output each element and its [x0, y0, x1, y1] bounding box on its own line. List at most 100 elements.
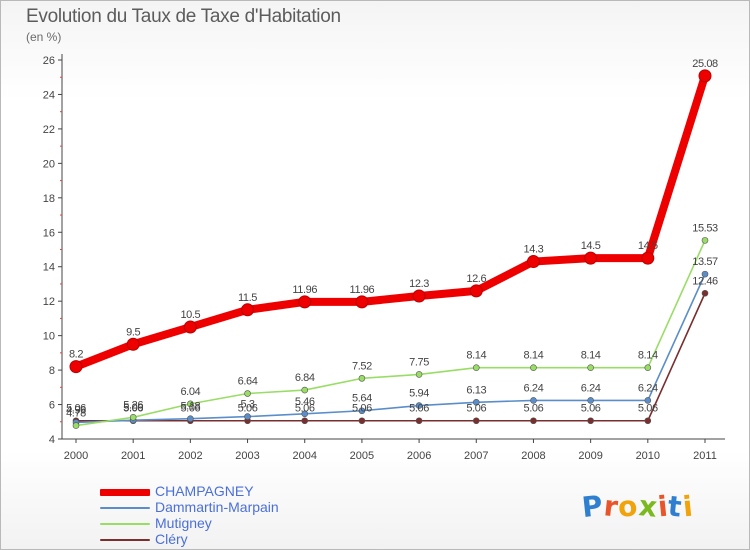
data-point	[301, 386, 309, 394]
data-label: 5.26	[123, 399, 143, 411]
series-line	[75, 292, 706, 422]
data-label: 6.24	[638, 382, 658, 394]
legend-label: Mutigney	[155, 515, 212, 531]
data-label: 13.57	[692, 256, 718, 268]
x-tick-label: 2000	[64, 450, 88, 462]
data-point	[530, 364, 537, 371]
data-point	[358, 375, 366, 382]
series-line	[75, 239, 706, 427]
data-point	[472, 399, 480, 406]
data-point	[472, 364, 480, 371]
data-point	[244, 390, 251, 397]
data-label: 4.96	[66, 404, 86, 416]
data-label: 6.04	[180, 386, 200, 398]
data-point	[469, 284, 483, 298]
logo-letter: i	[680, 489, 695, 524]
legend-swatch	[100, 523, 150, 525]
legend-swatch	[100, 539, 150, 541]
y-tick-label: 24	[43, 89, 55, 101]
data-label: 14.3	[524, 244, 544, 256]
data-point	[472, 417, 480, 425]
data-label: 5.94	[409, 388, 429, 400]
data-label: 5.64	[352, 393, 372, 405]
data-label: 5.06	[238, 403, 258, 415]
data-label: 5.06	[352, 403, 372, 415]
y-axis-unit: (en %)	[26, 30, 62, 44]
data-point	[641, 251, 655, 265]
data-point	[587, 417, 594, 425]
data-label: 5.06	[638, 403, 658, 415]
data-point	[412, 289, 426, 303]
data-label: 10.5	[180, 309, 200, 321]
x-tick-label: 2008	[521, 450, 545, 462]
x-tick-label: 2005	[350, 450, 374, 462]
data-label: 12.46	[692, 275, 718, 287]
data-point	[415, 371, 423, 378]
data-point	[298, 295, 312, 309]
data-label: 7.75	[409, 356, 429, 368]
y-tick-label: 8	[49, 365, 55, 377]
data-point	[187, 400, 194, 408]
data-label: 5.18	[180, 401, 200, 413]
data-point	[415, 417, 423, 425]
data-point	[355, 295, 369, 309]
y-tick-label: 22	[43, 124, 55, 136]
y-tick-label: 14	[43, 262, 55, 274]
data-point	[69, 360, 83, 374]
data-label: 5.06	[66, 403, 86, 415]
series-line	[75, 273, 706, 424]
logo-letter: P	[580, 488, 606, 525]
legend-label: CHAMPAGNEY	[155, 483, 254, 499]
legend-label: Dammartin-Marpain	[155, 499, 279, 515]
proxiti-logo: Proxiti	[580, 488, 695, 525]
data-point	[358, 417, 366, 425]
data-label: 25.08	[692, 58, 718, 70]
legend-swatch	[100, 488, 150, 496]
data-label: 5.06	[581, 403, 601, 415]
data-point	[587, 397, 594, 404]
data-label: 6.24	[581, 382, 601, 394]
data-point	[301, 410, 309, 418]
x-tick-label: 2011	[693, 450, 717, 462]
legend-swatch	[100, 507, 150, 509]
data-label: 5.06	[466, 403, 486, 415]
data-label: 9.5	[126, 326, 140, 338]
data-label: 5.06	[295, 403, 315, 415]
y-tick-label: 6	[49, 400, 55, 412]
data-point	[241, 303, 255, 317]
chart-title: Evolution du Taux de Taxe d'Habitation	[26, 6, 341, 27]
data-point	[126, 337, 140, 351]
data-label: 8.14	[638, 350, 658, 362]
data-label: 5.06	[409, 403, 429, 415]
x-tick-label: 2003	[235, 450, 259, 462]
data-point	[530, 397, 537, 404]
data-label: 5.06	[524, 403, 544, 415]
x-tick-label: 2001	[121, 450, 145, 462]
data-label: 6.84	[295, 372, 315, 384]
data-point	[644, 397, 652, 404]
data-label: 7.52	[352, 360, 372, 372]
y-tick-label: 12	[43, 296, 55, 308]
x-tick-label: 2007	[464, 450, 488, 462]
data-label: 11.96	[350, 284, 375, 296]
data-label: 8.14	[524, 350, 544, 362]
data-label: 14.5	[638, 240, 658, 252]
y-tick-label: 16	[43, 227, 55, 239]
data-label: 8.14	[581, 350, 601, 362]
x-tick-label: 2010	[636, 450, 660, 462]
data-label: 12.3	[409, 278, 429, 290]
data-label: 5.06	[180, 403, 200, 415]
data-point	[358, 407, 366, 415]
data-point	[526, 255, 540, 269]
x-tick-label: 2006	[407, 450, 431, 462]
data-point	[415, 402, 423, 409]
data-point	[183, 320, 197, 334]
x-tick-label: 2009	[578, 450, 602, 462]
data-label: 5.06	[123, 403, 143, 415]
data-point	[644, 417, 652, 425]
data-point	[644, 364, 652, 371]
data-label: 8.14	[466, 350, 486, 362]
data-label: 14.5	[581, 240, 601, 252]
